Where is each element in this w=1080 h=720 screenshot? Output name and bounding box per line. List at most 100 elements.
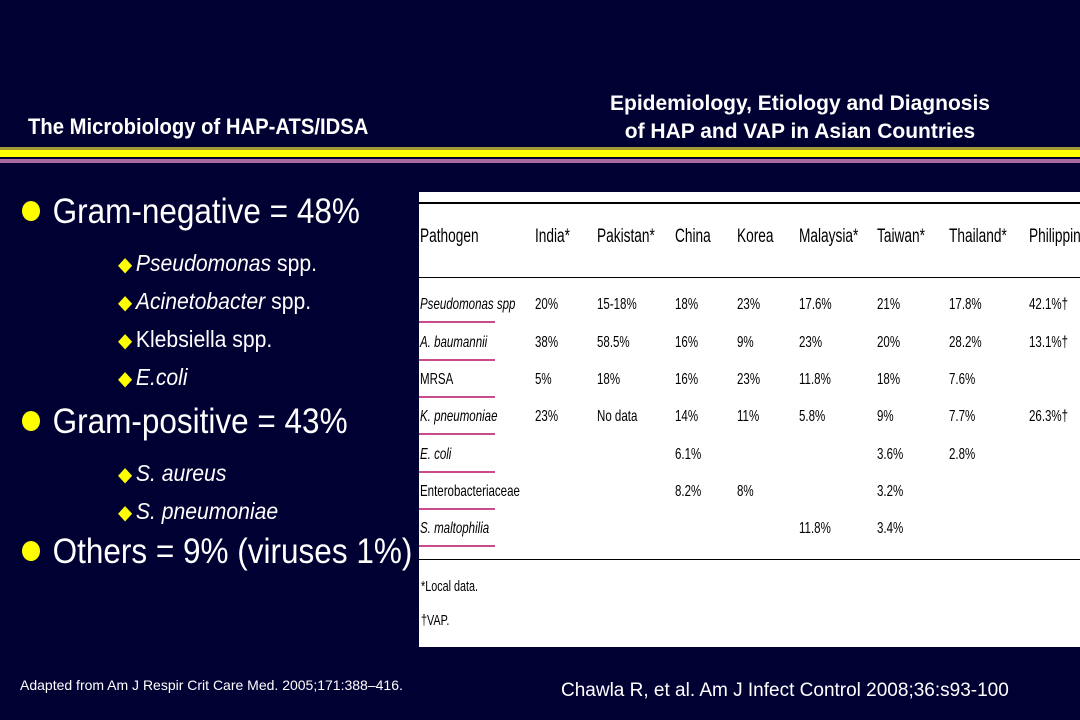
source-citation-left: Adapted from Am J Respir Crit Care Med. … <box>20 677 403 693</box>
diamond-bullet-icon: ◆ <box>118 502 133 524</box>
table-header-cell: Korea <box>737 226 774 247</box>
bullet-dot-icon <box>22 410 40 431</box>
sub-bullet-item: ◆ Acinetobacter spp. <box>118 288 311 315</box>
sub-bullet-text: S. aureus <box>135 460 227 486</box>
table-cell: 18% <box>877 371 901 388</box>
table-cell: 15-18% <box>597 296 637 313</box>
table-cell: 17.6% <box>799 296 832 313</box>
table-cell: 28.2% <box>949 334 982 351</box>
table-header-cell: Thailand* <box>949 226 1007 247</box>
pathogen-name-cell: E. coli <box>420 446 452 463</box>
table-cell: 23% <box>535 408 559 425</box>
table-cell: No data <box>597 408 638 425</box>
pathogen-table: Pathogen India* Pakistan* China Korea Malaysi… <box>419 192 1080 647</box>
title-divider-purple <box>0 159 1080 163</box>
title-divider-olive <box>0 147 1080 150</box>
table-cell: 58.5% <box>597 334 630 351</box>
table-header-cell: China <box>675 226 711 247</box>
diamond-bullet-icon: ◆ <box>118 464 133 486</box>
sub-bullet-item: ◆ E.coli <box>118 364 188 391</box>
table-cell: 16% <box>675 371 699 388</box>
table-rule-header <box>419 277 1080 278</box>
table-header-cell: Pathogen <box>420 226 479 247</box>
sub-bullet-item: ◆ S. pneumoniae <box>118 498 278 525</box>
table-cell: 8% <box>737 483 754 500</box>
table-cell: 26.3%† <box>1029 408 1069 425</box>
sub-bullet-suffix: spp. <box>271 250 318 276</box>
table-cell: 2.8% <box>949 446 976 463</box>
table-cell: 7.6% <box>949 371 976 388</box>
table-cell: 21% <box>877 296 901 313</box>
table-header-cell: Pakistan* <box>597 226 655 247</box>
sub-bullet-item: ◆ Klebsiella spp. <box>118 326 272 353</box>
pathogen-name-cell: Pseudomonas spp <box>420 296 516 313</box>
table-cell: 9% <box>877 408 894 425</box>
table-cell: 3.6% <box>877 446 904 463</box>
pathogen-underline <box>419 545 495 547</box>
sub-bullet-suffix: spp. <box>265 288 312 314</box>
table-cell: 13.1%† <box>1029 334 1069 351</box>
sub-bullet-text: Klebsiella spp. <box>135 326 273 352</box>
sub-bullet-text: Pseudomonas <box>135 250 272 276</box>
bullet-text: Gram-positive = 43% <box>52 402 348 441</box>
table-header-cell: India* <box>535 226 570 247</box>
table-cell: 18% <box>675 296 699 313</box>
sub-bullet-text: E.coli <box>135 364 188 390</box>
table-cell: 11.8% <box>799 520 831 537</box>
table-footnote: †VAP. <box>421 612 450 629</box>
bullet-item: Gram-negative = 48% <box>22 192 360 232</box>
pathogen-underline <box>419 433 495 435</box>
table-rule-top <box>419 202 1080 204</box>
diamond-bullet-icon: ◆ <box>118 330 133 352</box>
slide-title-left: The Microbiology of HAP-ATS/IDSA <box>28 114 369 139</box>
table-cell: 5.8% <box>799 408 826 425</box>
table-cell: 3.2% <box>877 483 904 500</box>
pathogen-name-cell: MRSA <box>420 371 454 388</box>
sub-bullet-text: S. pneumoniae <box>135 498 279 524</box>
bullet-dot-icon <box>22 200 40 221</box>
table-header-cell: Philippines <box>1029 226 1080 247</box>
sub-bullet-item: ◆ S. aureus <box>118 460 226 487</box>
slide-title-right: Epidemiology, Etiology and Diagnosis of … <box>560 90 1040 146</box>
table-cell: 14% <box>675 408 699 425</box>
table-cell: 11.8% <box>799 371 831 388</box>
table-cell: 3.4% <box>877 520 904 537</box>
table-cell: 9% <box>737 334 754 351</box>
table-cell: 16% <box>675 334 699 351</box>
source-citation-right: Chawla R, et al. Am J Infect Control 200… <box>561 680 1009 701</box>
bullet-dot-icon <box>22 540 40 561</box>
slide-title-right-line2: of HAP and VAP in Asian Countries <box>624 120 976 143</box>
table-header-cell: Malaysia* <box>799 226 859 247</box>
pathogen-name-cell: S. maltophilia <box>420 520 490 537</box>
pathogen-name-cell: Enterobacteriaceae <box>420 483 520 500</box>
sub-bullet-item: ◆ Pseudomonas spp. <box>118 250 317 277</box>
pathogen-underline <box>419 508 495 510</box>
bullet-item: Others = 9% (viruses 1%) <box>22 532 412 572</box>
table-cell: 17.8% <box>949 296 982 313</box>
diamond-bullet-icon: ◆ <box>118 292 133 314</box>
table-cell: 20% <box>877 334 901 351</box>
pathogen-underline <box>419 321 495 323</box>
table-cell: 38% <box>535 334 559 351</box>
table-rule-bottom <box>419 559 1080 560</box>
bullet-text: Others = 9% (viruses 1%) <box>52 532 413 571</box>
table-cell: 42.1%† <box>1029 296 1069 313</box>
table-cell: 7.7% <box>949 408 976 425</box>
table-cell: 6.1% <box>675 446 702 463</box>
table-header-cell: Taiwan* <box>877 226 925 247</box>
pathogen-name-cell: K. pneumoniae <box>420 408 498 425</box>
table-cell: 20% <box>535 296 559 313</box>
table-cell: 11% <box>737 408 760 425</box>
pathogen-underline <box>419 359 495 361</box>
pathogen-underline <box>419 396 495 398</box>
pathogen-underline <box>419 471 495 473</box>
sub-bullet-text: Acinetobacter <box>135 288 266 314</box>
diamond-bullet-icon: ◆ <box>118 254 133 276</box>
table-cell: 5% <box>535 371 552 388</box>
table-cell: 23% <box>799 334 823 351</box>
table-cell: 23% <box>737 371 761 388</box>
bullet-text: Gram-negative = 48% <box>52 192 360 231</box>
table-cell: 18% <box>597 371 621 388</box>
table-footnote: *Local data. <box>421 578 479 595</box>
diamond-bullet-icon: ◆ <box>118 368 133 390</box>
